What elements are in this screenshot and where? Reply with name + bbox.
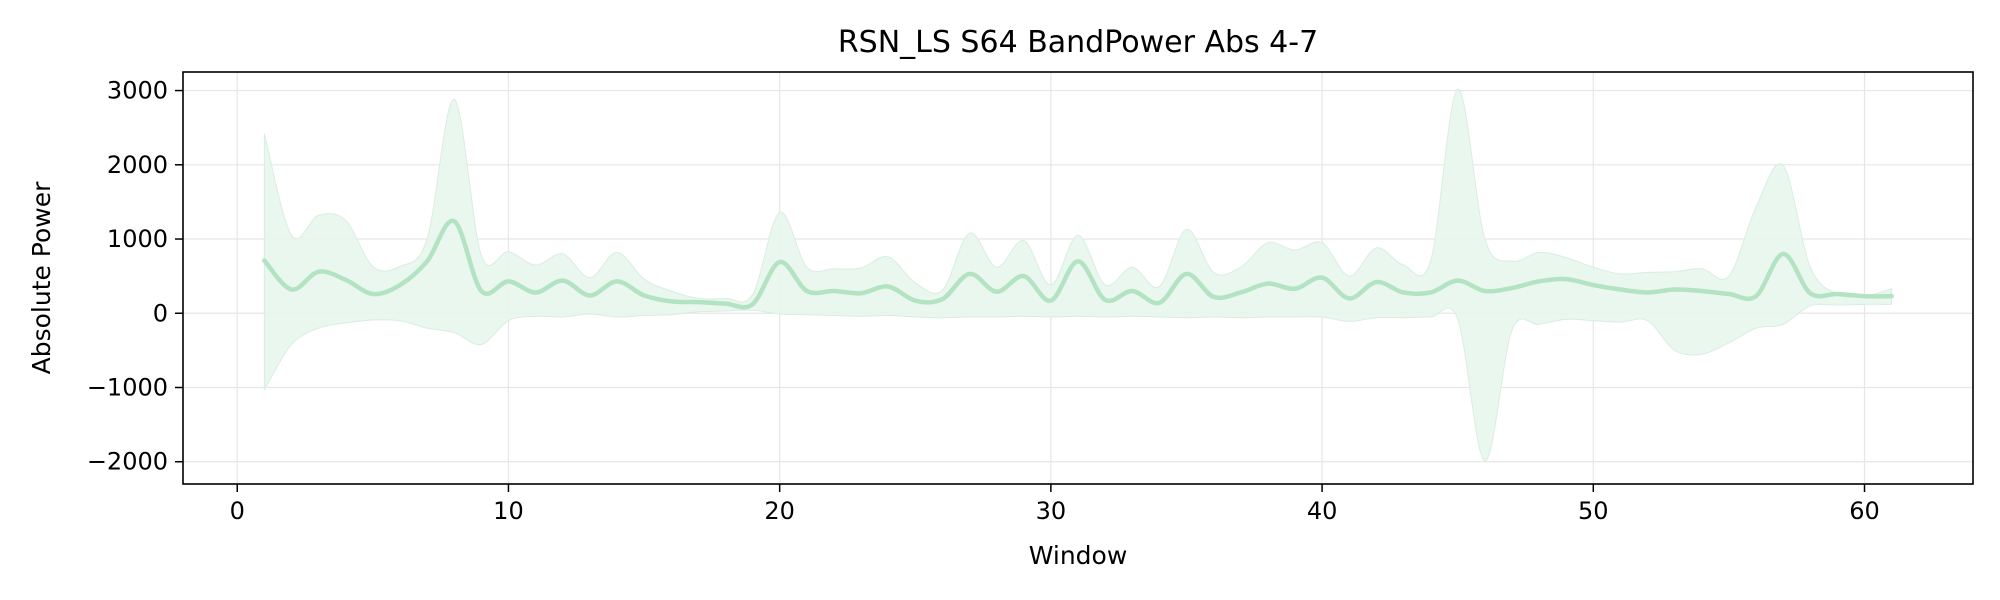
y-tick-label: 1000	[107, 225, 168, 253]
line-layer	[262, 218, 1894, 310]
y-tick-label: 0	[153, 299, 168, 327]
chart-title: RSN_LS S64 BandPower Abs 4-7	[838, 25, 1318, 60]
y-axis-label: Absolute Power	[27, 181, 56, 375]
y-axis-ticks: −2000 −1000 0 1000 2000 3000	[87, 77, 183, 476]
x-tick-label: 10	[493, 497, 524, 525]
plot-frame	[182, 71, 1974, 485]
x-tick-label: 30	[1036, 497, 1067, 525]
x-tick-label: 0	[230, 497, 245, 525]
x-axis-ticks: 0 10 20 30 40 50 60	[230, 484, 1880, 525]
x-axis-label: Window	[1029, 541, 1128, 570]
y-tick-label: −1000	[87, 373, 168, 401]
x-tick-label: 40	[1307, 497, 1338, 525]
x-tick-label: 20	[764, 497, 795, 525]
y-tick-label: −2000	[87, 448, 168, 476]
y-tick-label: 3000	[107, 77, 168, 105]
x-tick-label: 50	[1578, 497, 1609, 525]
x-tick-label: 60	[1849, 497, 1880, 525]
y-tick-label: 2000	[107, 151, 168, 179]
